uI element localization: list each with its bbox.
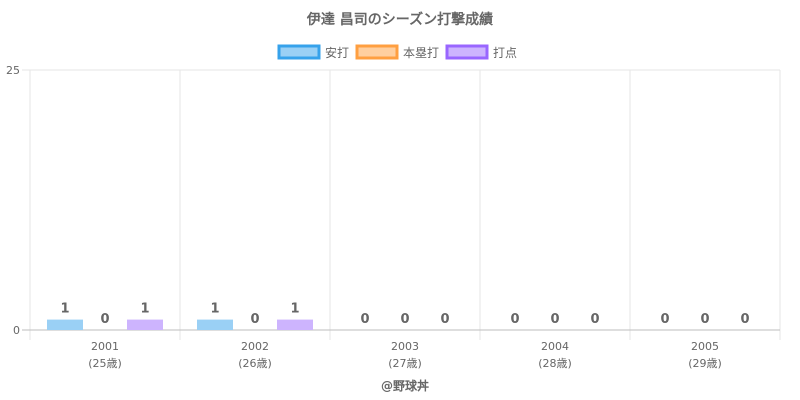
legend-swatch-1 [355,44,399,60]
legend-label-1: 本塁打 [403,46,439,60]
x-axis: 2001 (25歳) 2002 (26歳) 2003 (27歳) 2004 (28歳) 2005… [88,340,722,370]
footer-credit: @野球丼 [381,378,429,393]
x-tick-label-2001: 2001 [91,340,119,353]
bar-打点-2002 [277,319,313,330]
x-tick-label-2005: 2005 [691,340,719,353]
x-tick-sublabel-2005: (29歳) [688,357,722,370]
data-label-打点-2005: 0 [740,312,749,327]
data-label-打点-2004: 0 [590,312,599,327]
legend: 安打 本塁打 打点 [277,44,517,60]
bar-安打-2002 [197,319,233,330]
data-label-本塁打-2004: 0 [550,312,559,327]
legend-swatch-2 [445,44,489,60]
grid [22,69,781,340]
data-label-安打-2002: 1 [210,302,219,317]
bar-打点-2001 [127,319,163,330]
data-label-安打-2003: 0 [360,312,369,327]
x-tick-sublabel-2004: (28歳) [538,357,572,370]
legend-label-2: 打点 [493,46,517,60]
y-tick-label-1: 25 [6,64,20,77]
data-label-本塁打-2001: 0 [100,312,109,327]
x-tick-sublabel-2002: (26歳) [238,357,272,370]
data-label-打点-2001: 1 [140,302,149,317]
data-label-本塁打-2005: 0 [700,312,709,327]
x-tick-label-2004: 2004 [541,340,569,353]
data-label-安打-2004: 0 [510,312,519,327]
chart-title: 伊達 昌司のシーズン打撃成績 [306,11,493,28]
x-tick-label-2003: 2003 [391,340,419,353]
legend-swatch-0 [277,44,321,60]
data-label-安打-2001: 1 [60,302,69,317]
y-tick-label-0: 0 [13,324,20,337]
x-tick-sublabel-2001: (25歳) [88,357,122,370]
data-label-安打-2005: 0 [660,312,669,327]
x-tick-sublabel-2003: (27歳) [388,357,422,370]
data-labels: 1 0 1 1 0 1 0 0 0 0 0 0 0 0 0 [60,302,749,327]
data-label-本塁打-2002: 0 [250,312,259,327]
data-label-打点-2002: 1 [290,302,299,317]
legend-label-0: 安打 [325,45,349,60]
data-label-本塁打-2003: 0 [400,312,409,327]
data-label-打点-2003: 0 [440,312,449,327]
bar-安打-2001 [47,319,83,330]
y-axis: 0 25 [6,64,20,337]
bars [47,319,313,330]
x-tick-label-2002: 2002 [241,340,269,353]
